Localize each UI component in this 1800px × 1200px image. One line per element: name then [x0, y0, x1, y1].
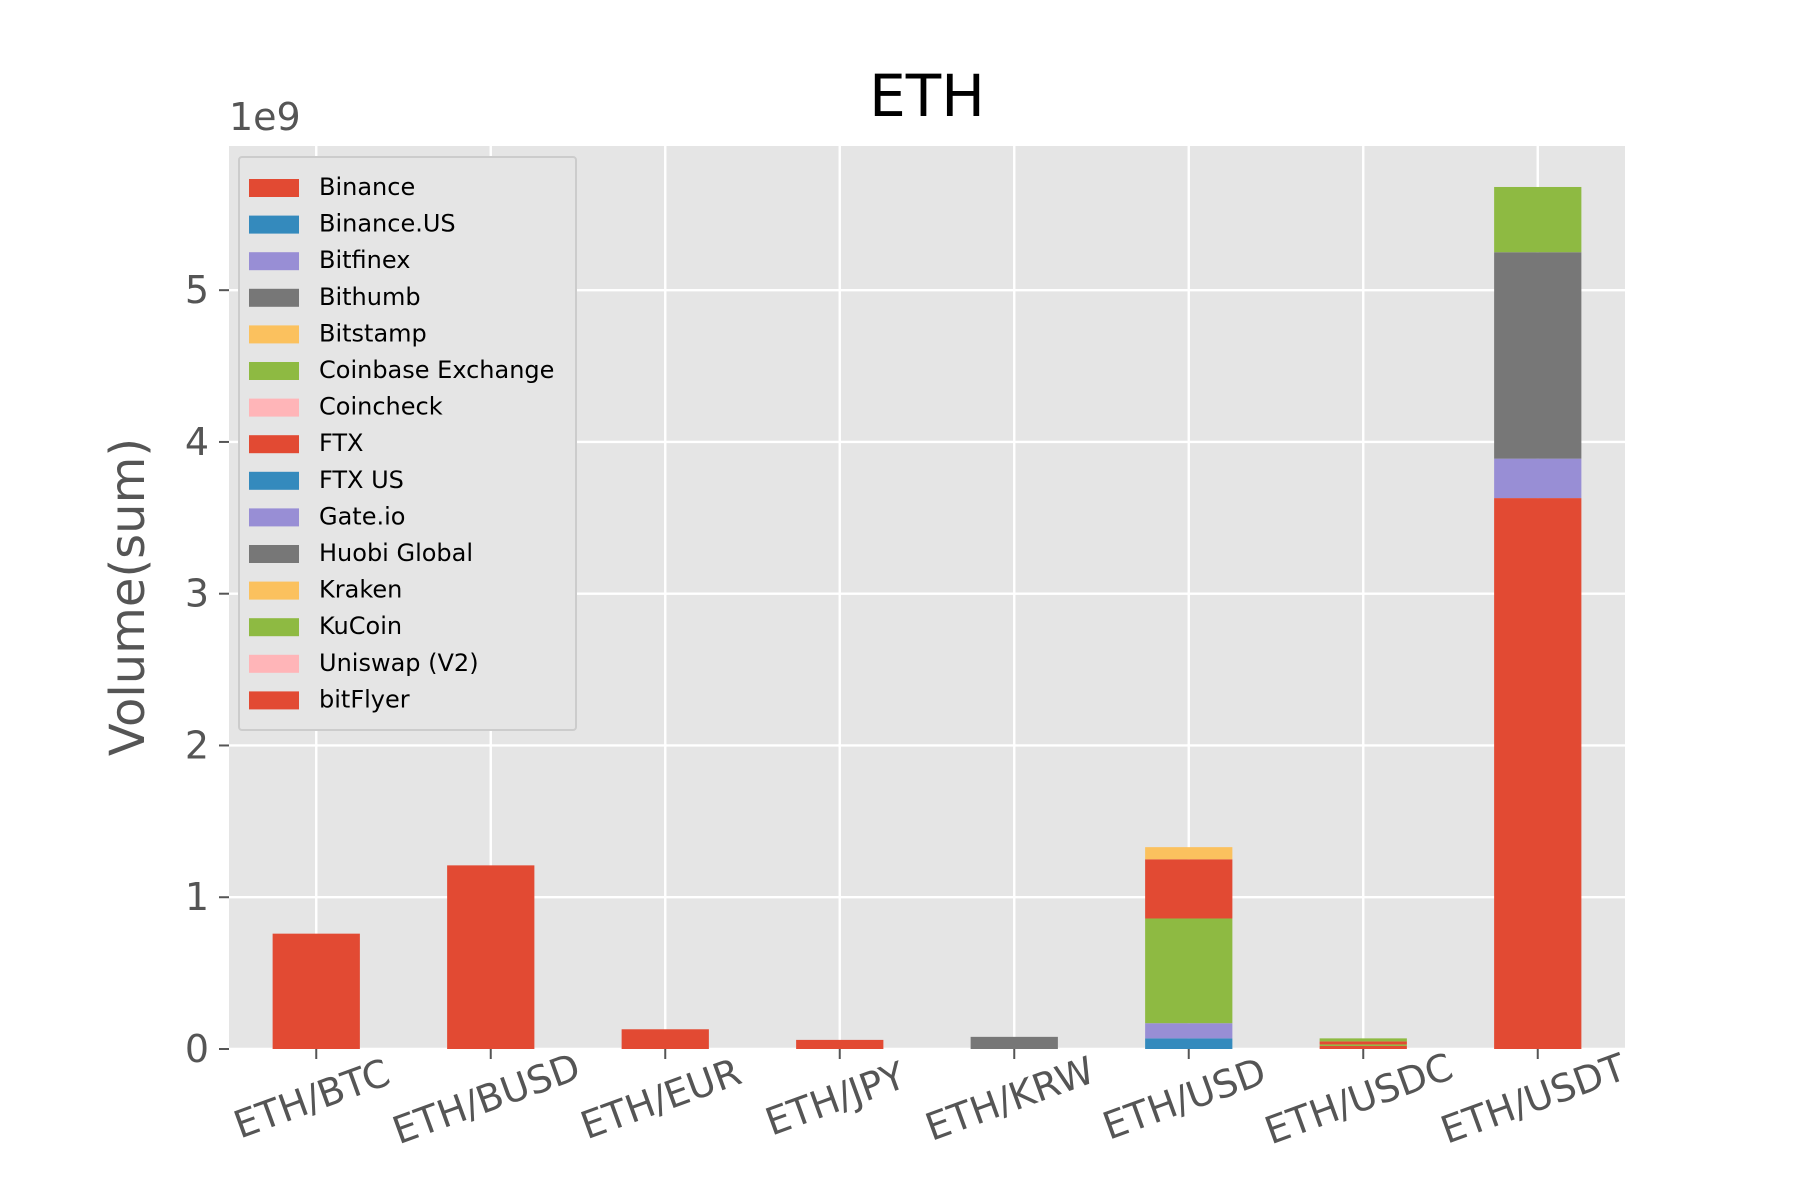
bar-segment	[1145, 859, 1233, 919]
bar-segment	[1319, 1044, 1407, 1046]
y-offset-label: 1e9	[229, 95, 301, 139]
legend-entry: Binance	[319, 173, 415, 201]
bar-segment	[272, 933, 360, 1049]
bar-segment	[1145, 1023, 1233, 1039]
legend-entry: bitFlyer	[319, 685, 410, 713]
bar-segment	[1145, 918, 1233, 1024]
y-tick-label: 5	[185, 268, 209, 312]
legend-entry: Bitfinex	[319, 246, 410, 274]
legend-entry: KuCoin	[319, 612, 402, 640]
y-tick-label: 3	[185, 572, 209, 616]
bar-segment	[796, 1039, 884, 1049]
bars	[272, 186, 1582, 1049]
bar-segment	[1494, 252, 1582, 459]
bar-segment	[1319, 1045, 1407, 1049]
legend-entry: Bithumb	[319, 283, 421, 311]
legend-entry: Bitstamp	[319, 319, 427, 347]
y-tick-label: 4	[185, 420, 209, 464]
bar-segment	[1145, 1038, 1233, 1049]
bar-segment	[1494, 186, 1582, 253]
legend-entry: FTX US	[319, 466, 404, 494]
legend-entry: Uniswap (V2)	[319, 649, 479, 677]
legend-entry: Coincheck	[319, 393, 443, 421]
bar-segment	[1319, 1041, 1407, 1045]
legend-entry: FTX	[319, 429, 363, 457]
chart-title: ETH	[869, 62, 985, 130]
y-axis-label: Volume(sum)	[100, 438, 156, 756]
y-tick-label: 1	[185, 875, 209, 919]
bar-segment	[1494, 458, 1582, 499]
bar-segment	[1319, 1038, 1407, 1042]
legend-swatch	[249, 508, 299, 527]
legend-swatch	[249, 215, 299, 234]
legend-swatch	[249, 398, 299, 417]
legend: Binance Binance.US Bitfinex Bithumb Bitstamp…	[238, 156, 577, 731]
legend-swatch	[249, 252, 299, 271]
legend-swatch	[249, 691, 299, 710]
bar-segment	[447, 865, 535, 1049]
y-tick-label: 2	[185, 723, 209, 767]
legend-swatch	[249, 288, 299, 307]
legend-swatch	[249, 618, 299, 637]
legend-box	[238, 156, 577, 731]
legend-entry: Huobi Global	[319, 539, 473, 567]
legend-swatch	[249, 471, 299, 490]
legend-entry: Kraken	[319, 576, 402, 604]
bar-segment	[1494, 498, 1582, 1049]
legend-swatch	[249, 325, 299, 344]
legend-swatch	[249, 179, 299, 197]
legend-swatch	[249, 545, 299, 563]
legend-entry: Gate.io	[319, 502, 405, 530]
legend-swatch	[249, 654, 299, 673]
bar-segment	[621, 1029, 709, 1049]
legend-entry: Coinbase Exchange	[319, 356, 554, 384]
legend-entry: Binance.US	[319, 210, 456, 238]
legend-swatch	[249, 362, 299, 380]
bar-segment	[970, 1036, 1058, 1049]
y-tick-label: 0	[185, 1027, 209, 1071]
bar-segment	[1145, 847, 1233, 860]
legend-swatch	[249, 435, 299, 454]
legend-swatch	[249, 581, 299, 600]
